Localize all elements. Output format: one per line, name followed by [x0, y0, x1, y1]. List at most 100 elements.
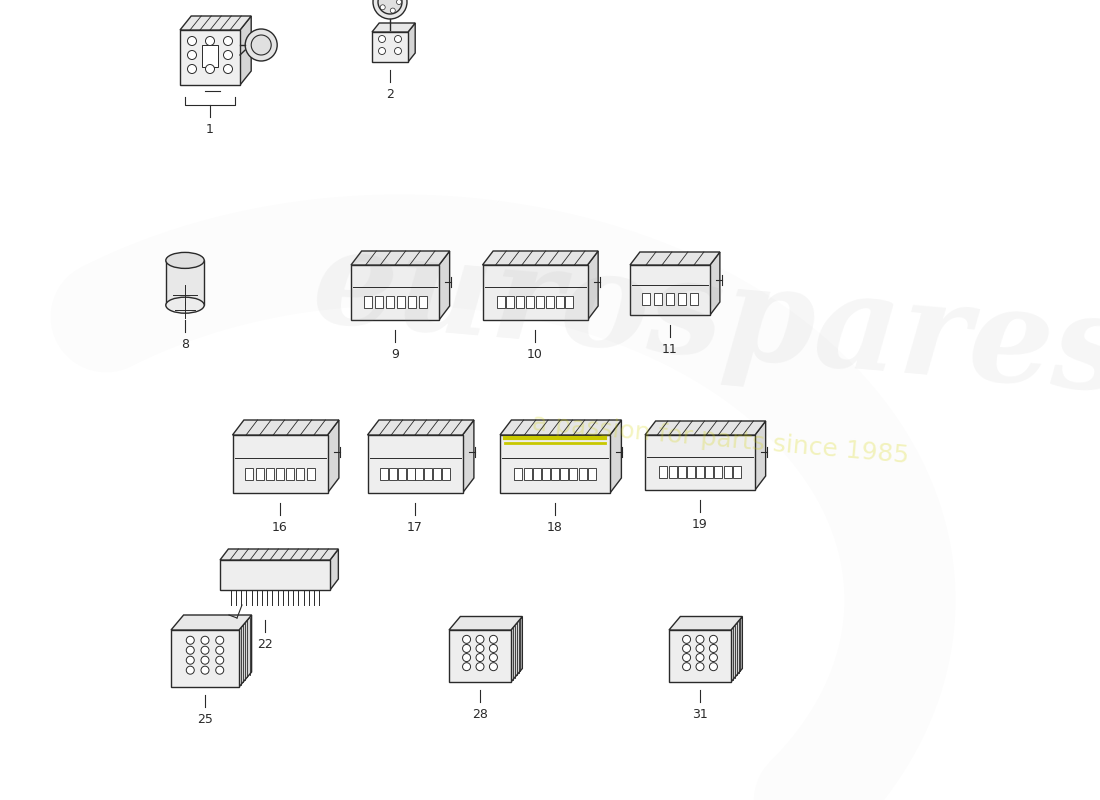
Ellipse shape: [166, 253, 205, 268]
Bar: [556, 296, 563, 308]
Circle shape: [223, 50, 232, 59]
Bar: [202, 45, 218, 67]
Text: eurospares: eurospares: [307, 220, 1100, 420]
Bar: [705, 466, 713, 478]
Circle shape: [683, 662, 691, 670]
Polygon shape: [220, 549, 339, 560]
Circle shape: [696, 654, 704, 662]
Bar: [286, 468, 294, 480]
Bar: [506, 296, 515, 308]
Polygon shape: [239, 615, 252, 687]
Bar: [690, 293, 698, 305]
Bar: [536, 296, 543, 308]
Bar: [245, 468, 253, 480]
Bar: [379, 468, 388, 480]
Circle shape: [187, 65, 197, 74]
Bar: [374, 296, 383, 308]
Circle shape: [683, 654, 691, 662]
Bar: [363, 296, 372, 308]
Polygon shape: [351, 251, 450, 265]
Bar: [714, 466, 723, 478]
Circle shape: [710, 662, 717, 670]
Bar: [372, 32, 408, 62]
Polygon shape: [645, 421, 766, 435]
Bar: [166, 261, 205, 305]
Polygon shape: [512, 617, 522, 682]
Circle shape: [378, 35, 385, 42]
Polygon shape: [372, 23, 415, 32]
Circle shape: [476, 645, 484, 653]
Bar: [500, 435, 610, 493]
Text: 16: 16: [272, 521, 288, 534]
Circle shape: [390, 8, 395, 13]
Bar: [232, 435, 328, 493]
Polygon shape: [439, 251, 450, 320]
Bar: [645, 435, 755, 490]
Bar: [367, 435, 462, 493]
Circle shape: [476, 635, 484, 643]
Circle shape: [710, 654, 717, 662]
Bar: [524, 468, 531, 480]
Circle shape: [710, 645, 717, 653]
Text: 22: 22: [257, 638, 273, 651]
Circle shape: [476, 654, 484, 662]
Polygon shape: [170, 615, 252, 630]
Polygon shape: [232, 420, 339, 435]
Circle shape: [245, 29, 277, 61]
Text: 11: 11: [662, 343, 678, 356]
Polygon shape: [755, 421, 766, 490]
Circle shape: [186, 646, 195, 654]
Text: 8: 8: [182, 338, 189, 350]
Ellipse shape: [373, 0, 407, 19]
Text: 19: 19: [692, 518, 708, 531]
Circle shape: [206, 37, 214, 46]
Bar: [659, 466, 668, 478]
Bar: [654, 293, 662, 305]
Circle shape: [223, 37, 232, 46]
Polygon shape: [669, 617, 742, 630]
Polygon shape: [462, 420, 474, 493]
Circle shape: [463, 645, 471, 653]
Circle shape: [216, 656, 223, 664]
Text: 28: 28: [472, 708, 488, 721]
Bar: [565, 296, 573, 308]
Polygon shape: [587, 251, 598, 320]
Bar: [516, 296, 525, 308]
Bar: [351, 265, 439, 320]
Circle shape: [696, 645, 704, 653]
Circle shape: [216, 636, 223, 644]
Text: a passion for parts since 1985: a passion for parts since 1985: [530, 411, 910, 469]
Bar: [170, 630, 239, 687]
Bar: [418, 296, 427, 308]
Bar: [496, 296, 505, 308]
Circle shape: [206, 65, 214, 74]
Bar: [388, 468, 397, 480]
Bar: [560, 468, 569, 480]
Circle shape: [490, 645, 497, 653]
Circle shape: [490, 662, 497, 670]
Bar: [642, 293, 650, 305]
Bar: [579, 468, 586, 480]
Polygon shape: [483, 251, 598, 265]
Polygon shape: [732, 617, 742, 682]
Text: 25: 25: [197, 713, 213, 726]
Circle shape: [187, 50, 197, 59]
Circle shape: [490, 654, 497, 662]
Circle shape: [251, 35, 272, 55]
Ellipse shape: [166, 297, 205, 313]
Circle shape: [378, 47, 385, 54]
Polygon shape: [500, 420, 621, 435]
Bar: [551, 468, 559, 480]
Circle shape: [201, 646, 209, 654]
Bar: [483, 265, 587, 320]
Bar: [669, 466, 676, 478]
Bar: [724, 466, 732, 478]
Bar: [678, 293, 686, 305]
Circle shape: [476, 662, 484, 670]
Circle shape: [381, 5, 385, 10]
Bar: [696, 466, 704, 478]
Bar: [396, 296, 405, 308]
Circle shape: [186, 636, 195, 644]
Text: 9: 9: [392, 348, 399, 361]
Text: 17: 17: [407, 521, 422, 534]
